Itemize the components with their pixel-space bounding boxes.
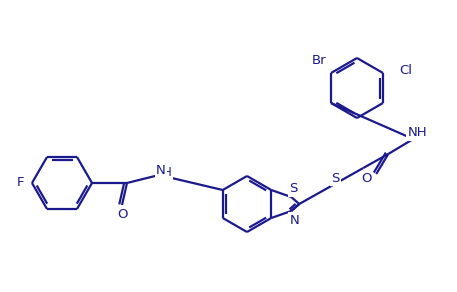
Text: O: O — [117, 208, 127, 220]
Text: NH: NH — [408, 126, 427, 140]
Text: F: F — [16, 176, 24, 190]
Text: Cl: Cl — [399, 65, 412, 77]
Text: N: N — [156, 164, 166, 176]
Text: H: H — [163, 166, 171, 178]
Text: Br: Br — [311, 55, 326, 67]
Text: O: O — [361, 173, 372, 185]
Text: S: S — [331, 171, 340, 185]
Text: S: S — [289, 182, 298, 196]
Text: N: N — [289, 213, 299, 227]
